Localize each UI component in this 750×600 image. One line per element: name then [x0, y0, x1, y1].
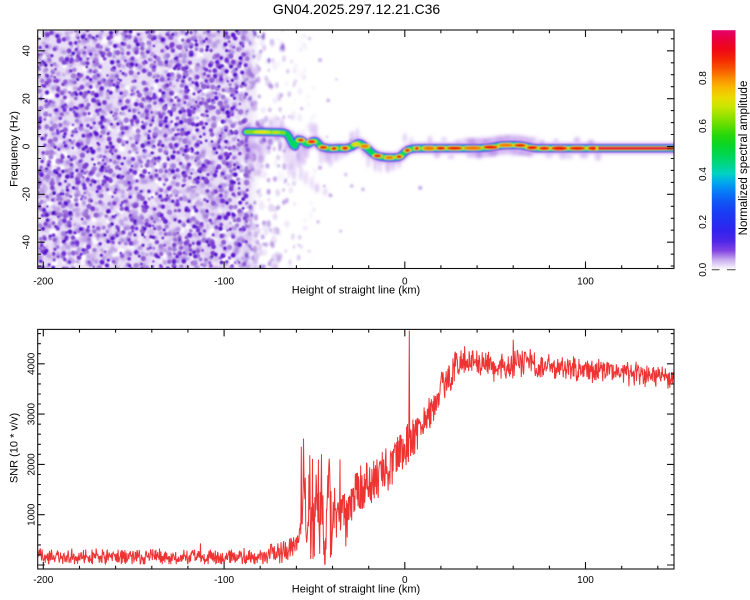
- svg-text:Height of straight line (km): Height of straight line (km): [292, 284, 420, 296]
- svg-text:-100: -100: [214, 575, 234, 586]
- svg-text:Frequency (Hz): Frequency (Hz): [8, 111, 20, 187]
- svg-text:0.0: 0.0: [698, 262, 709, 276]
- svg-text:100: 100: [577, 575, 594, 586]
- svg-text:0: 0: [402, 277, 408, 288]
- svg-text:0.2: 0.2: [698, 215, 709, 229]
- svg-text:0.4: 0.4: [698, 167, 709, 181]
- svg-text:-200: -200: [33, 277, 53, 288]
- svg-text:0.8: 0.8: [698, 71, 709, 85]
- svg-text:3000: 3000: [27, 403, 38, 426]
- svg-text:Height of straight line (km): Height of straight line (km): [292, 584, 420, 596]
- svg-text:0.6: 0.6: [698, 119, 709, 133]
- svg-text:20: 20: [22, 93, 33, 105]
- svg-text:100: 100: [577, 277, 594, 288]
- svg-text:0: 0: [402, 575, 408, 586]
- svg-text:SNR (10 * v/v): SNR (10 * v/v): [8, 413, 20, 483]
- svg-text:1000: 1000: [27, 503, 38, 526]
- svg-text:40: 40: [22, 45, 33, 57]
- svg-text:-20: -20: [22, 187, 33, 202]
- svg-text:Normalized spectral amplitude: Normalized spectral amplitude: [738, 81, 750, 236]
- svg-text:-40: -40: [22, 235, 33, 250]
- svg-text:0: 0: [22, 143, 33, 149]
- svg-text:GN04.2025.297.12.21.C36: GN04.2025.297.12.21.C36: [273, 1, 441, 17]
- svg-text:-100: -100: [214, 277, 234, 288]
- svg-text:-200: -200: [33, 575, 53, 586]
- svg-text:2000: 2000: [27, 453, 38, 476]
- svg-text:4000: 4000: [27, 352, 38, 375]
